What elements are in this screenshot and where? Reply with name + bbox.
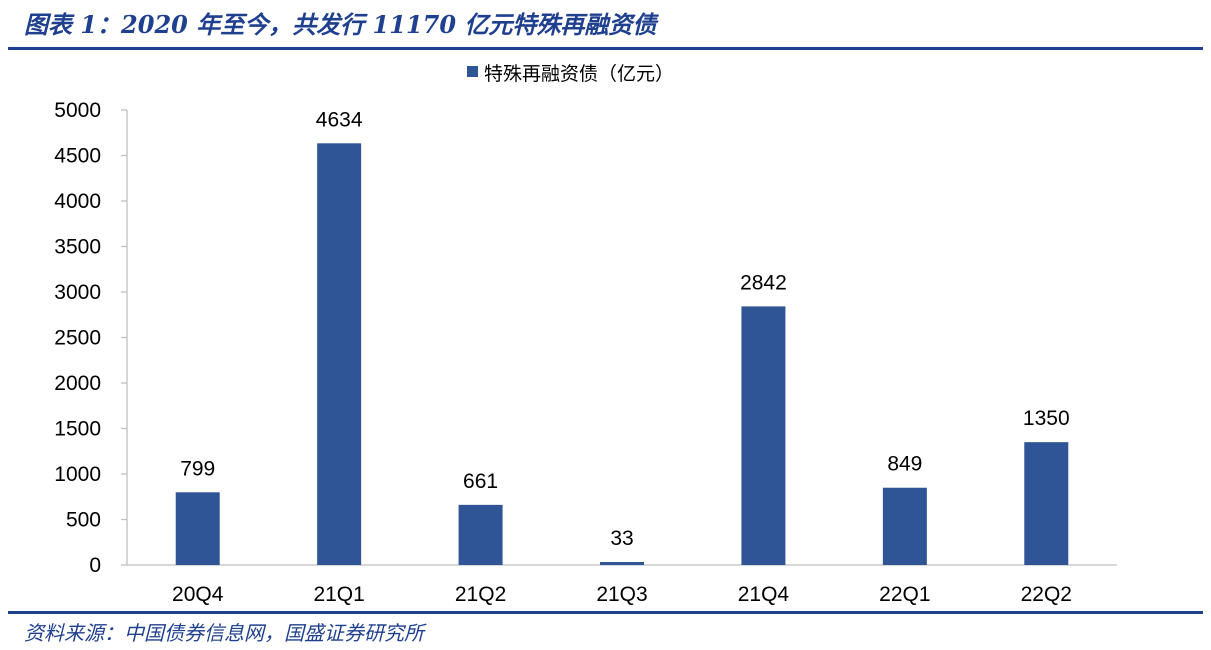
- y-tick-label: 500: [66, 509, 101, 532]
- y-tick-label: 4000: [54, 190, 101, 213]
- x-tick-label: 21Q4: [738, 583, 790, 606]
- x-tick-label: 21Q3: [596, 583, 647, 606]
- bar: [317, 143, 362, 565]
- y-tick-label: 3500: [54, 236, 101, 259]
- legend-swatch: [467, 66, 478, 77]
- title-divider: [8, 47, 1203, 50]
- legend: 特殊再融资债（亿元）: [467, 63, 674, 85]
- source-divider: [8, 611, 1203, 614]
- figure-title: 图表 1：2020 年至今，共发行 11170 亿元特殊再融资债: [24, 10, 657, 39]
- y-tick-label: 1000: [54, 463, 101, 486]
- x-axis: 20Q4 21Q1 21Q2 21Q3 21Q4 22Q1 22Q2: [127, 564, 1117, 606]
- data-label: 2842: [740, 271, 787, 294]
- data-label: 1350: [1023, 407, 1070, 430]
- y-tick-label: 5000: [54, 99, 101, 122]
- bar: [458, 504, 503, 565]
- data-label: 33: [610, 527, 633, 550]
- data-label: 4634: [316, 108, 363, 131]
- x-tick-label: 21Q2: [455, 583, 506, 606]
- data-label: 849: [887, 453, 922, 476]
- x-tick-label: 22Q2: [1021, 583, 1072, 606]
- y-axis: 0 500 1000 1500 2000 2500 3000 3500 4000 4500 5000: [54, 99, 128, 577]
- bar: [1024, 442, 1069, 565]
- bar: [175, 492, 220, 565]
- y-tick-label: 3000: [54, 281, 101, 304]
- source-note: 资料来源：中国债券信息网，国盛证券研究所: [24, 621, 424, 645]
- bars: [175, 143, 1069, 565]
- y-tick-label: 4500: [54, 145, 101, 168]
- data-labels: 799 4634 661 33 2842 849 1350: [180, 108, 1069, 550]
- y-tick-label: 2500: [54, 327, 101, 350]
- y-tick-label: 1500: [54, 418, 101, 441]
- x-tick-label: 22Q1: [879, 583, 930, 606]
- y-tick-label: 0: [89, 554, 101, 577]
- bar: [741, 306, 786, 565]
- bar: [882, 487, 927, 565]
- y-tick-label: 2000: [54, 372, 101, 395]
- data-label: 661: [463, 470, 498, 493]
- legend-label: 特殊再融资债（亿元）: [484, 63, 674, 85]
- x-tick-label: 20Q4: [172, 583, 224, 606]
- x-tick-label: 21Q1: [313, 583, 364, 606]
- data-label: 799: [180, 457, 215, 480]
- bar: [600, 561, 644, 565]
